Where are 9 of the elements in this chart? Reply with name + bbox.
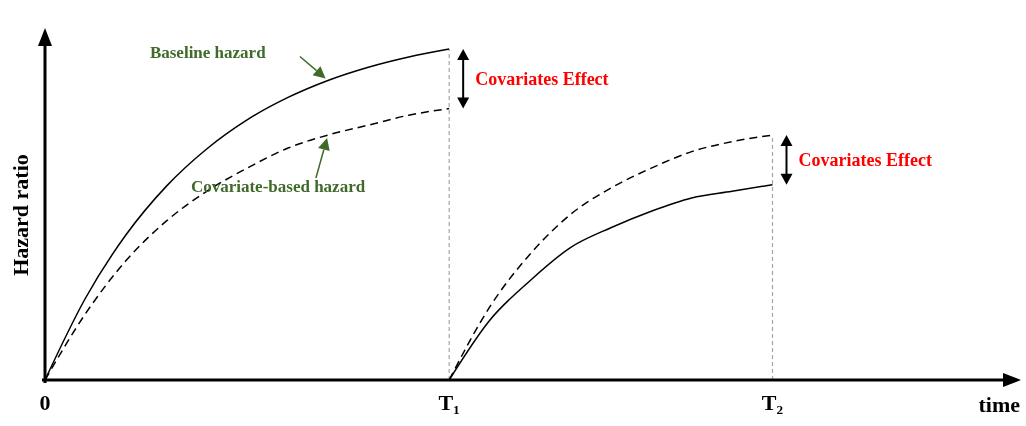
series-label: Covariate-based hazard	[190, 177, 366, 197]
x-axis-title: time	[978, 392, 1021, 417]
x-tick-label: 0	[39, 390, 51, 415]
y-axis-title: Hazard ratio	[8, 154, 33, 276]
annotation: Covariates Effect	[798, 149, 932, 170]
annotation: Covariates Effect	[475, 68, 609, 89]
x-tick-label: T₁	[438, 390, 460, 415]
text: Baseline hazard	[149, 43, 267, 63]
x-tick-label: T₂	[761, 390, 784, 415]
